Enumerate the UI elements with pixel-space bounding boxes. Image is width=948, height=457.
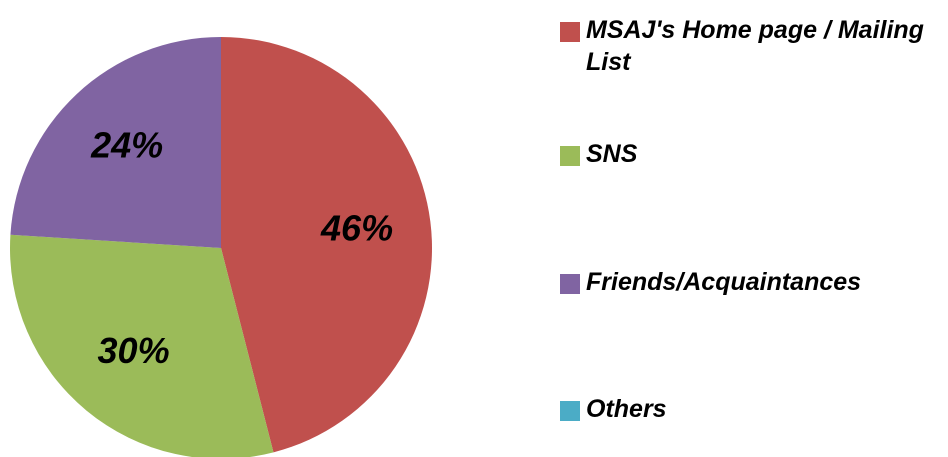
- pie-slice: [10, 234, 274, 457]
- slice-label: 46%: [320, 207, 393, 248]
- legend-swatch: [560, 274, 580, 294]
- legend-label: Others: [586, 395, 667, 423]
- legend-swatch: [560, 401, 580, 421]
- legend-label: SNS: [586, 140, 638, 168]
- pie-slice: [221, 37, 433, 453]
- legend-label: Friends/Acquaintances: [586, 268, 862, 296]
- legend-label: MSAJ's Home page / Mailing List: [586, 16, 924, 76]
- pie-area: 46% 30% 24%: [10, 37, 433, 457]
- pie-slice: [10, 37, 221, 248]
- legend: MSAJ's Home page / Mailing List SNS Friend…: [560, 0, 945, 457]
- legend-item: Others: [560, 393, 945, 425]
- legend-item: MSAJ's Home page / Mailing List: [560, 14, 945, 78]
- slice-label: 24%: [90, 125, 163, 166]
- legend-item: SNS: [560, 138, 945, 170]
- legend-swatch: [560, 146, 580, 166]
- legend-item: Friends/Acquaintances: [560, 266, 945, 298]
- legend-swatch: [560, 22, 580, 42]
- slice-label: 30%: [98, 330, 170, 371]
